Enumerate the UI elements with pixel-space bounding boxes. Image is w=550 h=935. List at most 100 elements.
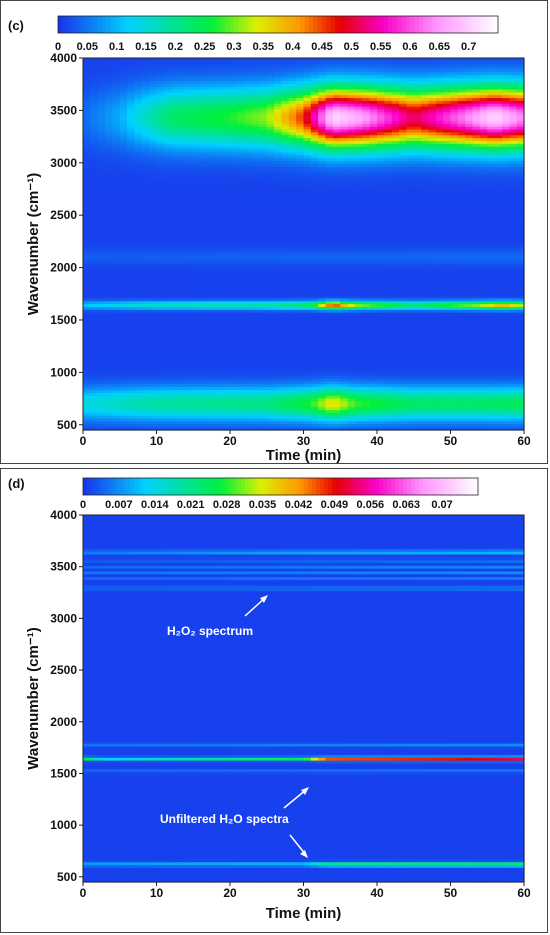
- heatmap-cell: [244, 72, 253, 76]
- heatmap-cell: [207, 384, 216, 388]
- heatmap-cell: [244, 112, 253, 116]
- heatmap-cell: [90, 255, 99, 259]
- heatmap-cell: [200, 281, 209, 285]
- heatmap-cell: [178, 72, 187, 76]
- heatmap-cell: [332, 304, 341, 308]
- heatmap-cell: [141, 235, 150, 239]
- heatmap-cell: [310, 249, 319, 254]
- heatmap-cell: [222, 103, 231, 108]
- heatmap-cell: [325, 255, 334, 259]
- heatmap-cell: [185, 98, 194, 102]
- heatmap-cell: [281, 264, 290, 268]
- heatmap-cell: [215, 66, 224, 71]
- heatmap-cell: [259, 152, 268, 156]
- heatmap-cell: [281, 358, 290, 362]
- heatmap-cell: [230, 195, 238, 199]
- heatmap-cell: [354, 152, 363, 156]
- heatmap-cell: [207, 69, 216, 73]
- heatmap-cell: [156, 338, 165, 342]
- heatmap-cell: [332, 60, 341, 65]
- heatmap-cell: [296, 392, 305, 397]
- heatmap-cell: [149, 298, 158, 302]
- heatmap-cell: [171, 186, 180, 191]
- heatmap-cell: [149, 375, 158, 380]
- heatmap-cell: [200, 381, 209, 385]
- heatmap-cell: [119, 201, 128, 205]
- heatmap-cell: [185, 189, 194, 194]
- heatmap-cell: [288, 92, 297, 96]
- heatmap-cell: [215, 255, 224, 259]
- heatmap-cell: [303, 272, 312, 277]
- heatmap-cell: [156, 421, 165, 425]
- heatmap-cell: [185, 166, 194, 171]
- heatmap-cell: [230, 389, 238, 394]
- heatmap-cell: [325, 201, 334, 205]
- heatmap-cell: [178, 378, 187, 382]
- heatmap-cell: [237, 138, 246, 142]
- heatmap-cell: [134, 126, 143, 131]
- heatmap-cell: [230, 203, 238, 208]
- heatmap-cell: [141, 427, 150, 431]
- heatmap-cell: [156, 118, 165, 122]
- heatmap-cell: [281, 329, 290, 334]
- heatmap-cell: [332, 375, 341, 380]
- heatmap-cell: [149, 118, 158, 122]
- heatmap-cell: [340, 312, 349, 317]
- heatmap-cell: [171, 384, 180, 388]
- heatmap-cell: [112, 415, 121, 420]
- heatmap-cell: [200, 135, 209, 139]
- heatmap-cell: [259, 241, 268, 245]
- heatmap-cell: [237, 312, 246, 317]
- heatmap-cell: [200, 98, 209, 102]
- heatmap-cell: [340, 60, 349, 65]
- heatmap-cell: [274, 123, 283, 128]
- heatmap-cell: [83, 175, 91, 179]
- heatmap-cell: [274, 258, 283, 262]
- heatmap-cell: [127, 412, 136, 417]
- heatmap-cell: [354, 143, 363, 148]
- heatmap-cell: [310, 364, 319, 368]
- heatmap-cell: [266, 95, 275, 99]
- heatmap-cell: [266, 404, 275, 408]
- heatmap-cell: [310, 100, 319, 105]
- heatmap-cell: [105, 367, 113, 371]
- heatmap-cell: [288, 424, 297, 428]
- heatmap-cell: [332, 387, 341, 391]
- heatmap-cell: [303, 329, 312, 334]
- heatmap-cell: [178, 201, 187, 205]
- heatmap-cell: [163, 301, 172, 305]
- heatmap-cell: [303, 83, 312, 88]
- heatmap-cell: [252, 66, 260, 71]
- heatmap-cell: [90, 286, 99, 291]
- heatmap-cell: [332, 358, 341, 362]
- heatmap-cell: [354, 324, 363, 328]
- heatmap-cell: [112, 89, 121, 93]
- heatmap-cell: [141, 364, 150, 368]
- heatmap-cell: [178, 418, 187, 423]
- heatmap-cell: [105, 244, 113, 248]
- heatmap-cell: [362, 158, 371, 162]
- heatmap-cell: [105, 246, 113, 251]
- heatmap-cell: [171, 264, 180, 268]
- heatmap-cell: [318, 163, 327, 168]
- heatmap-cell: [134, 89, 143, 93]
- heatmap-cell: [149, 203, 158, 208]
- heatmap-cell: [281, 395, 290, 400]
- heatmap-cell: [185, 404, 194, 408]
- heatmap-cell: [266, 106, 275, 111]
- heatmap-cell: [90, 392, 99, 397]
- heatmap-cell: [354, 63, 363, 68]
- heatmap-cell: [112, 361, 121, 365]
- heatmap-cell: [288, 309, 297, 314]
- heatmap-cell: [237, 149, 246, 154]
- heatmap-cell: [193, 198, 202, 202]
- heatmap-cell: [222, 355, 231, 360]
- heatmap-cell: [185, 241, 194, 245]
- heatmap-cell: [259, 289, 268, 294]
- heatmap-cell: [163, 281, 172, 285]
- heatmap-cell: [340, 281, 349, 285]
- heatmap-cell: [259, 221, 268, 225]
- heatmap-cell: [296, 92, 305, 96]
- heatmap-cell: [252, 98, 260, 102]
- heatmap-cell: [97, 421, 106, 425]
